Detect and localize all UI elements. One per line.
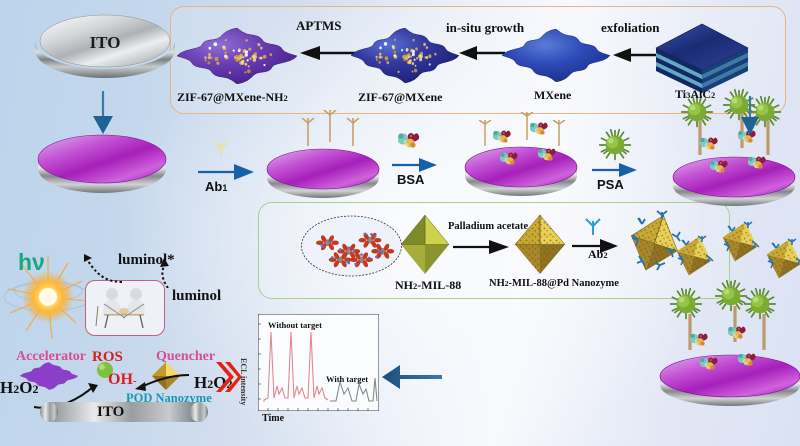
svg-text:Without target: Without target (268, 320, 322, 330)
svg-text:With target: With target (326, 374, 368, 384)
svg-text:ITO: ITO (90, 33, 121, 52)
